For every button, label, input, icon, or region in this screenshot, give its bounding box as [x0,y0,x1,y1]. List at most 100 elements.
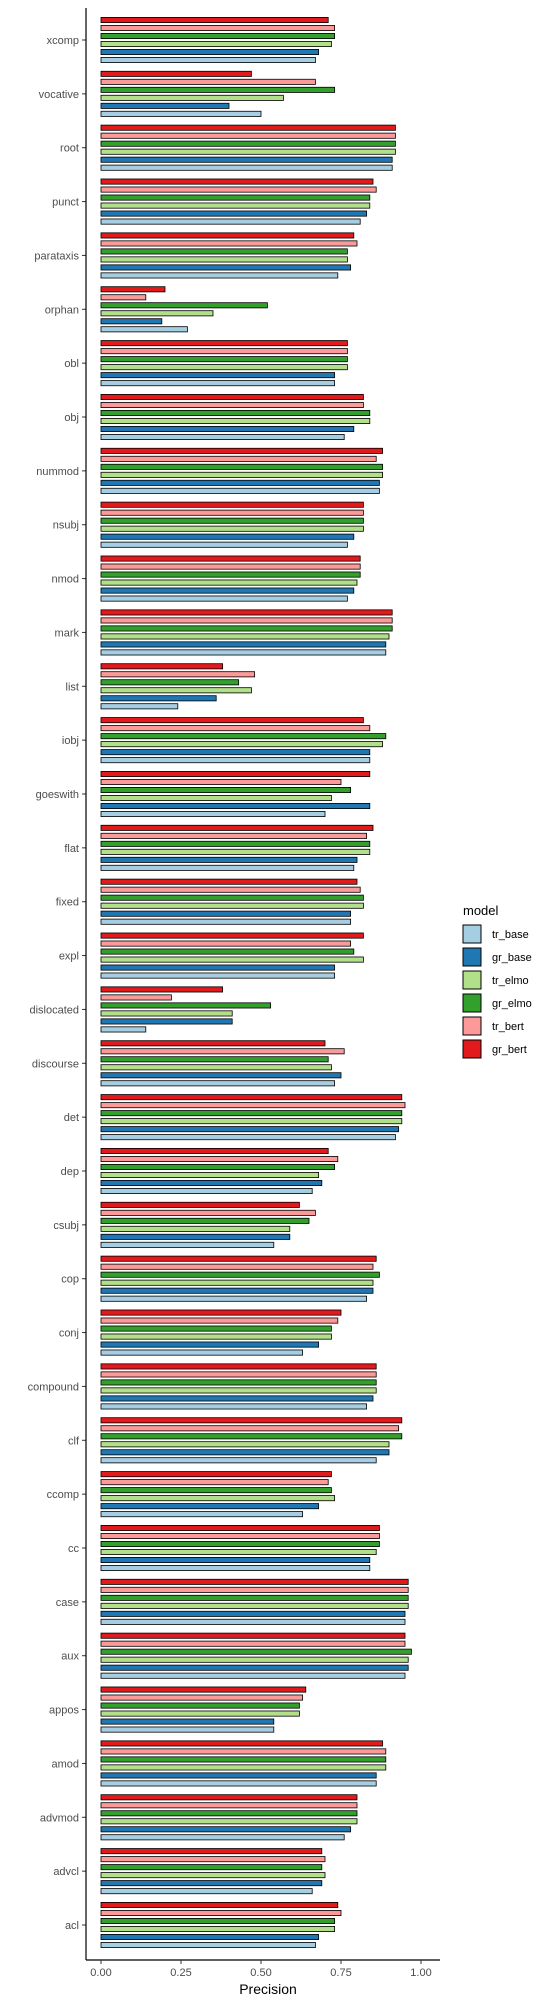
bar-root-gr_bert [100,124,396,131]
bar-xcomp-tr_elmo [100,41,332,48]
bar-ccomp-gr_bert [100,1471,332,1478]
bar-cop-tr_base [100,1295,368,1302]
bar-nsubj-tr_bert [100,509,364,516]
bar-amod-tr_elmo [100,1764,387,1771]
bar-expl-tr_elmo [100,956,364,963]
y-tick-label-list: list [66,681,79,693]
bar-dislocated-tr_base [100,1026,147,1033]
bar-det-gr_elmo [100,1110,403,1117]
bar-obj-gr_base [100,425,355,432]
legend-label-tr_elmo: tr_elmo [492,975,529,987]
bar-dislocated-tr_bert [100,994,172,1001]
bar-nummod-gr_elmo [100,463,384,470]
bar-obl-gr_base [100,372,336,379]
bar-obl-gr_elmo [100,356,348,363]
bar-det-gr_bert [100,1094,403,1101]
bar-acl-gr_base [100,1934,320,1941]
bar-nmod-gr_bert [100,555,361,562]
bar-aux-tr_base [100,1672,406,1679]
bar-orphan-gr_elmo [100,302,268,309]
bar-list-gr_bert [100,663,223,670]
bar-fixed-gr_elmo [100,894,364,901]
y-tick-label-det: det [64,1112,79,1124]
bar-nsubj-tr_base [100,541,348,548]
legend: model tr_base gr_base tr_elmo gr_elmo tr_bert… [462,903,532,1059]
bar-fixed-tr_bert [100,886,361,893]
y-tick-label-nummod: nummod [36,466,79,478]
bar-dislocated-gr_bert [100,986,223,993]
bar-expl-gr_elmo [100,948,355,955]
axes-layer: xcomp vocative root punct parataxis orphan obl… [28,8,440,1997]
bar-conj-gr_elmo [100,1325,332,1332]
bar-parataxis-tr_bert [100,240,358,247]
bar-cc-tr_bert [100,1533,380,1540]
bar-list-tr_bert [100,671,256,678]
legend-title: model [463,903,499,918]
bar-mark-tr_elmo [100,633,390,640]
bar-det-gr_base [100,1126,400,1133]
bar-iobj-gr_base [100,749,371,756]
y-tick-label-root: root [60,143,79,155]
y-tick-label-aux: aux [61,1651,79,1663]
x-axis-title: Precision [239,1981,297,1997]
bar-nsubj-tr_elmo [100,525,364,532]
bar-obl-tr_bert [100,348,348,355]
bar-root-tr_elmo [100,148,396,155]
bar-list-gr_elmo [100,679,240,686]
bar-det-tr_base [100,1134,396,1141]
bar-aux-gr_elmo [100,1648,412,1655]
bar-conj-tr_base [100,1349,304,1356]
bar-acl-tr_base [100,1942,316,1949]
y-tick-label-nmod: nmod [51,574,79,586]
x-tick-label-0.75: 0.75 [330,1967,351,1979]
y-tick-label-cc: cc [68,1543,80,1555]
bar-compound-tr_base [100,1403,368,1410]
bar-parataxis-gr_bert [100,232,355,239]
bar-conj-gr_base [100,1341,320,1348]
bar-flat-tr_bert [100,832,368,839]
bar-dislocated-gr_base [100,1018,233,1025]
x-tick-label-1.00: 1.00 [410,1967,431,1979]
bar-flat-gr_elmo [100,840,371,847]
y-tick-label-goeswith: goeswith [36,789,79,801]
y-tick-label-discourse: discourse [32,1058,79,1070]
y-tick-label-xcomp: xcomp [47,35,79,47]
y-tick-label-acl: acl [65,1920,79,1932]
bar-aux-tr_elmo [100,1656,409,1663]
y-tick-label-advcl: advcl [53,1866,79,1878]
bar-xcomp-tr_base [100,57,316,64]
bar-nsubj-gr_elmo [100,517,364,524]
y-tick-label-clf: clf [68,1435,80,1447]
bar-dep-gr_elmo [100,1164,336,1171]
bar-clf-tr_bert [100,1425,400,1432]
bar-cop-gr_bert [100,1255,377,1262]
bar-expl-gr_base [100,964,336,971]
legend-swatch-gr_bert [462,1039,482,1059]
bar-dep-tr_elmo [100,1172,320,1179]
bar-goeswith-gr_bert [100,771,371,778]
bar-cc-gr_bert [100,1525,380,1532]
bar-list-tr_elmo [100,687,252,694]
bar-cc-tr_base [100,1565,371,1572]
bar-dep-tr_base [100,1188,313,1195]
y-tick-label-case: case [56,1597,79,1609]
bar-case-tr_base [100,1618,406,1625]
bar-ccomp-gr_base [100,1503,320,1510]
bar-mark-tr_base [100,649,387,656]
bar-conj-tr_bert [100,1317,339,1324]
bar-flat-gr_bert [100,824,374,831]
bar-acl-gr_elmo [100,1918,336,1925]
bar-amod-gr_base [100,1772,377,1779]
legend-swatch-tr_elmo [462,970,482,990]
x-tick-label-0.25: 0.25 [170,1967,191,1979]
bar-discourse-gr_bert [100,1040,326,1047]
bar-root-tr_base [100,164,393,171]
bar-nsubj-gr_base [100,533,355,540]
bar-conj-tr_elmo [100,1333,332,1340]
bar-amod-tr_base [100,1780,377,1787]
bar-vocative-tr_bert [100,78,316,85]
bar-obj-tr_elmo [100,417,371,424]
bar-expl-gr_bert [100,932,364,939]
bar-vocative-gr_base [100,102,230,109]
